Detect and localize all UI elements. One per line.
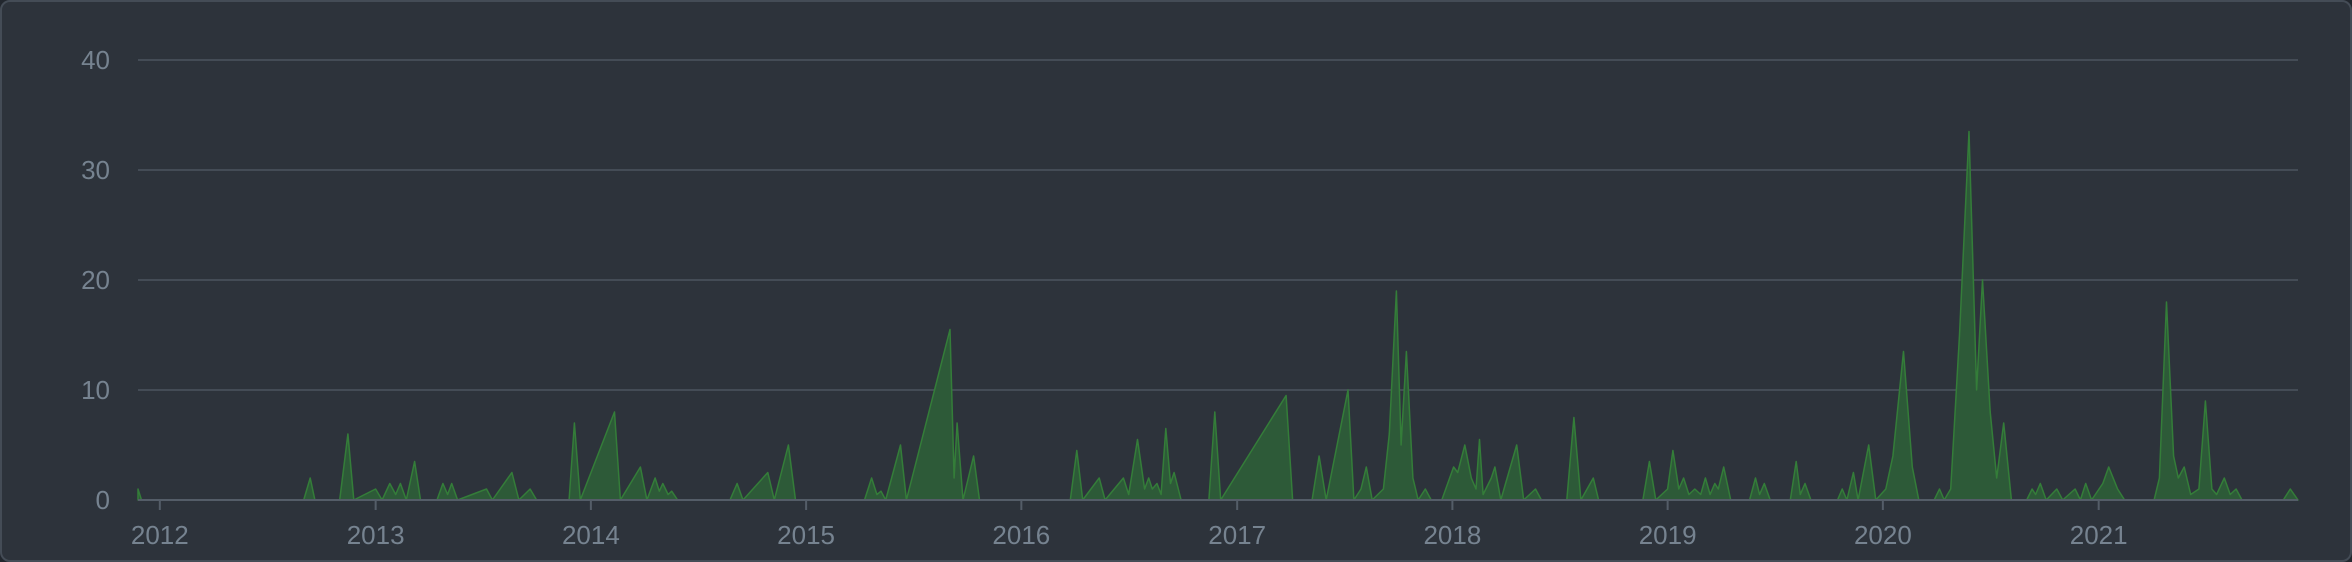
x-tick-label-2012: 2012: [131, 520, 189, 550]
y-tick-label-0: 0: [96, 485, 110, 515]
x-tick-label-2018: 2018: [1423, 520, 1481, 550]
x-axis: 2012 2013 2014 2015 2016 2017 2018 2019 2020 2021: [131, 499, 2298, 550]
y-tick-label-30: 30: [81, 155, 110, 185]
x-tick-label-2021: 2021: [2070, 520, 2128, 550]
x-tick-label-2015: 2015: [777, 520, 835, 550]
gridlines: [138, 59, 2298, 391]
area-series: [137, 130, 2299, 501]
x-tick-label-2016: 2016: [992, 520, 1050, 550]
x-tick-label-2020: 2020: [1854, 520, 1912, 550]
series-area-0: [137, 130, 2299, 501]
x-tick-label-2019: 2019: [1639, 520, 1697, 550]
x-tick-label-2013: 2013: [347, 520, 405, 550]
x-tick-label-2014: 2014: [562, 520, 620, 550]
y-tick-label-40: 40: [81, 45, 110, 75]
x-tick-label-2017: 2017: [1208, 520, 1266, 550]
y-axis: 0 10 20 30 40: [81, 45, 110, 515]
y-tick-label-10: 10: [81, 375, 110, 405]
y-tick-label-20: 20: [81, 265, 110, 295]
